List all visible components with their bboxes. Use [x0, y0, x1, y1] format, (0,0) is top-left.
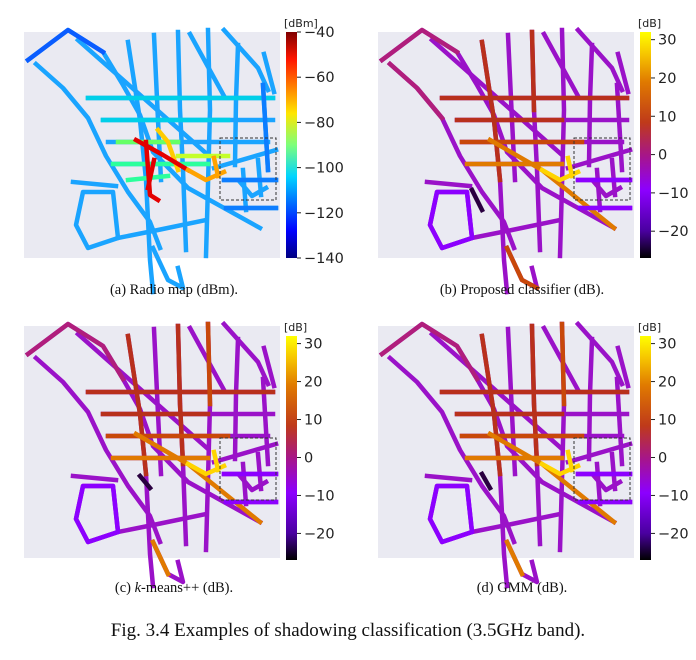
colorbar-tick-label: 0 — [658, 450, 667, 466]
caption-d: (d) GMM (dB). — [476, 580, 568, 596]
colorbar-tick-label: −140 — [304, 251, 344, 267]
colorbar-tick-label: 30 — [304, 337, 322, 353]
colorbar-tick-label: 30 — [658, 337, 676, 353]
colorbar-tick-label: −20 — [304, 526, 335, 542]
heatmap-panel — [378, 27, 634, 292]
colorbar-tick-label: −60 — [304, 70, 335, 86]
colorbar-tick-label: −20 — [658, 224, 689, 240]
colorbar-tick-label: −80 — [304, 115, 335, 131]
colorbar: [dBm]−40 −60 −80 −100 −120 −140 — [284, 17, 344, 267]
colorbar-gradient — [286, 336, 297, 560]
colorbar-unit: [dB] — [638, 17, 661, 30]
road-grid — [378, 27, 633, 292]
colorbar-tick-label: 30 — [658, 33, 676, 49]
colorbar-tick-label: 10 — [658, 109, 676, 125]
caption-a: (a) Radio map (dBm). — [109, 282, 239, 298]
heatmap-panel — [24, 27, 280, 292]
colorbar-tick-label: −10 — [658, 186, 689, 202]
colorbar-gradient — [640, 336, 651, 560]
heatmap-panel — [378, 321, 634, 586]
colorbar-tick-label: 0 — [304, 450, 313, 466]
colorbar-tick-label: 20 — [658, 71, 676, 87]
colorbar: [dB] 30 20 10 0 −10 −20 — [638, 321, 689, 560]
colorbar-tick-label: 0 — [658, 148, 667, 164]
heatmap-panel — [24, 321, 280, 586]
colorbar-unit: [dB] — [638, 321, 661, 334]
highlight-box — [573, 137, 631, 201]
colorbar-tick-label: 20 — [658, 375, 676, 391]
colorbar: [dB] 30 20 10 0 −10 −20 — [638, 17, 689, 258]
colorbar-tick-label: 10 — [658, 413, 676, 429]
colorbar-gradient — [286, 32, 297, 258]
caption-b: (b) Proposed classifier (dB). — [439, 282, 605, 298]
colorbar-tick-label: −10 — [304, 488, 335, 504]
colorbar-tick-label: 10 — [304, 413, 322, 429]
colorbar-gradient — [640, 32, 651, 258]
road-grid — [24, 27, 279, 292]
colorbar-tick-label: −40 — [304, 25, 335, 41]
road-grid — [24, 321, 279, 586]
colorbar: [dB] 30 20 10 0 −10 −20 — [284, 321, 335, 560]
highlight-box — [219, 437, 277, 501]
highlight-box — [573, 437, 631, 501]
colorbar-tick-label: 20 — [304, 375, 322, 391]
highlight-box — [219, 137, 277, 201]
colorbar-unit: [dB] — [284, 321, 307, 334]
colorbar-unit: [dBm] — [284, 17, 318, 30]
caption-c: (c) k-means++ (dB). — [114, 580, 234, 596]
road-grid — [378, 321, 633, 586]
colorbar-tick-label: −120 — [304, 206, 344, 222]
colorbar-tick-label: −20 — [658, 526, 689, 542]
colorbar-tick-label: −100 — [304, 161, 344, 177]
figure-caption: Fig. 3.4 Examples of shadowing classific… — [110, 620, 586, 641]
colorbar-tick-label: −10 — [658, 488, 689, 504]
